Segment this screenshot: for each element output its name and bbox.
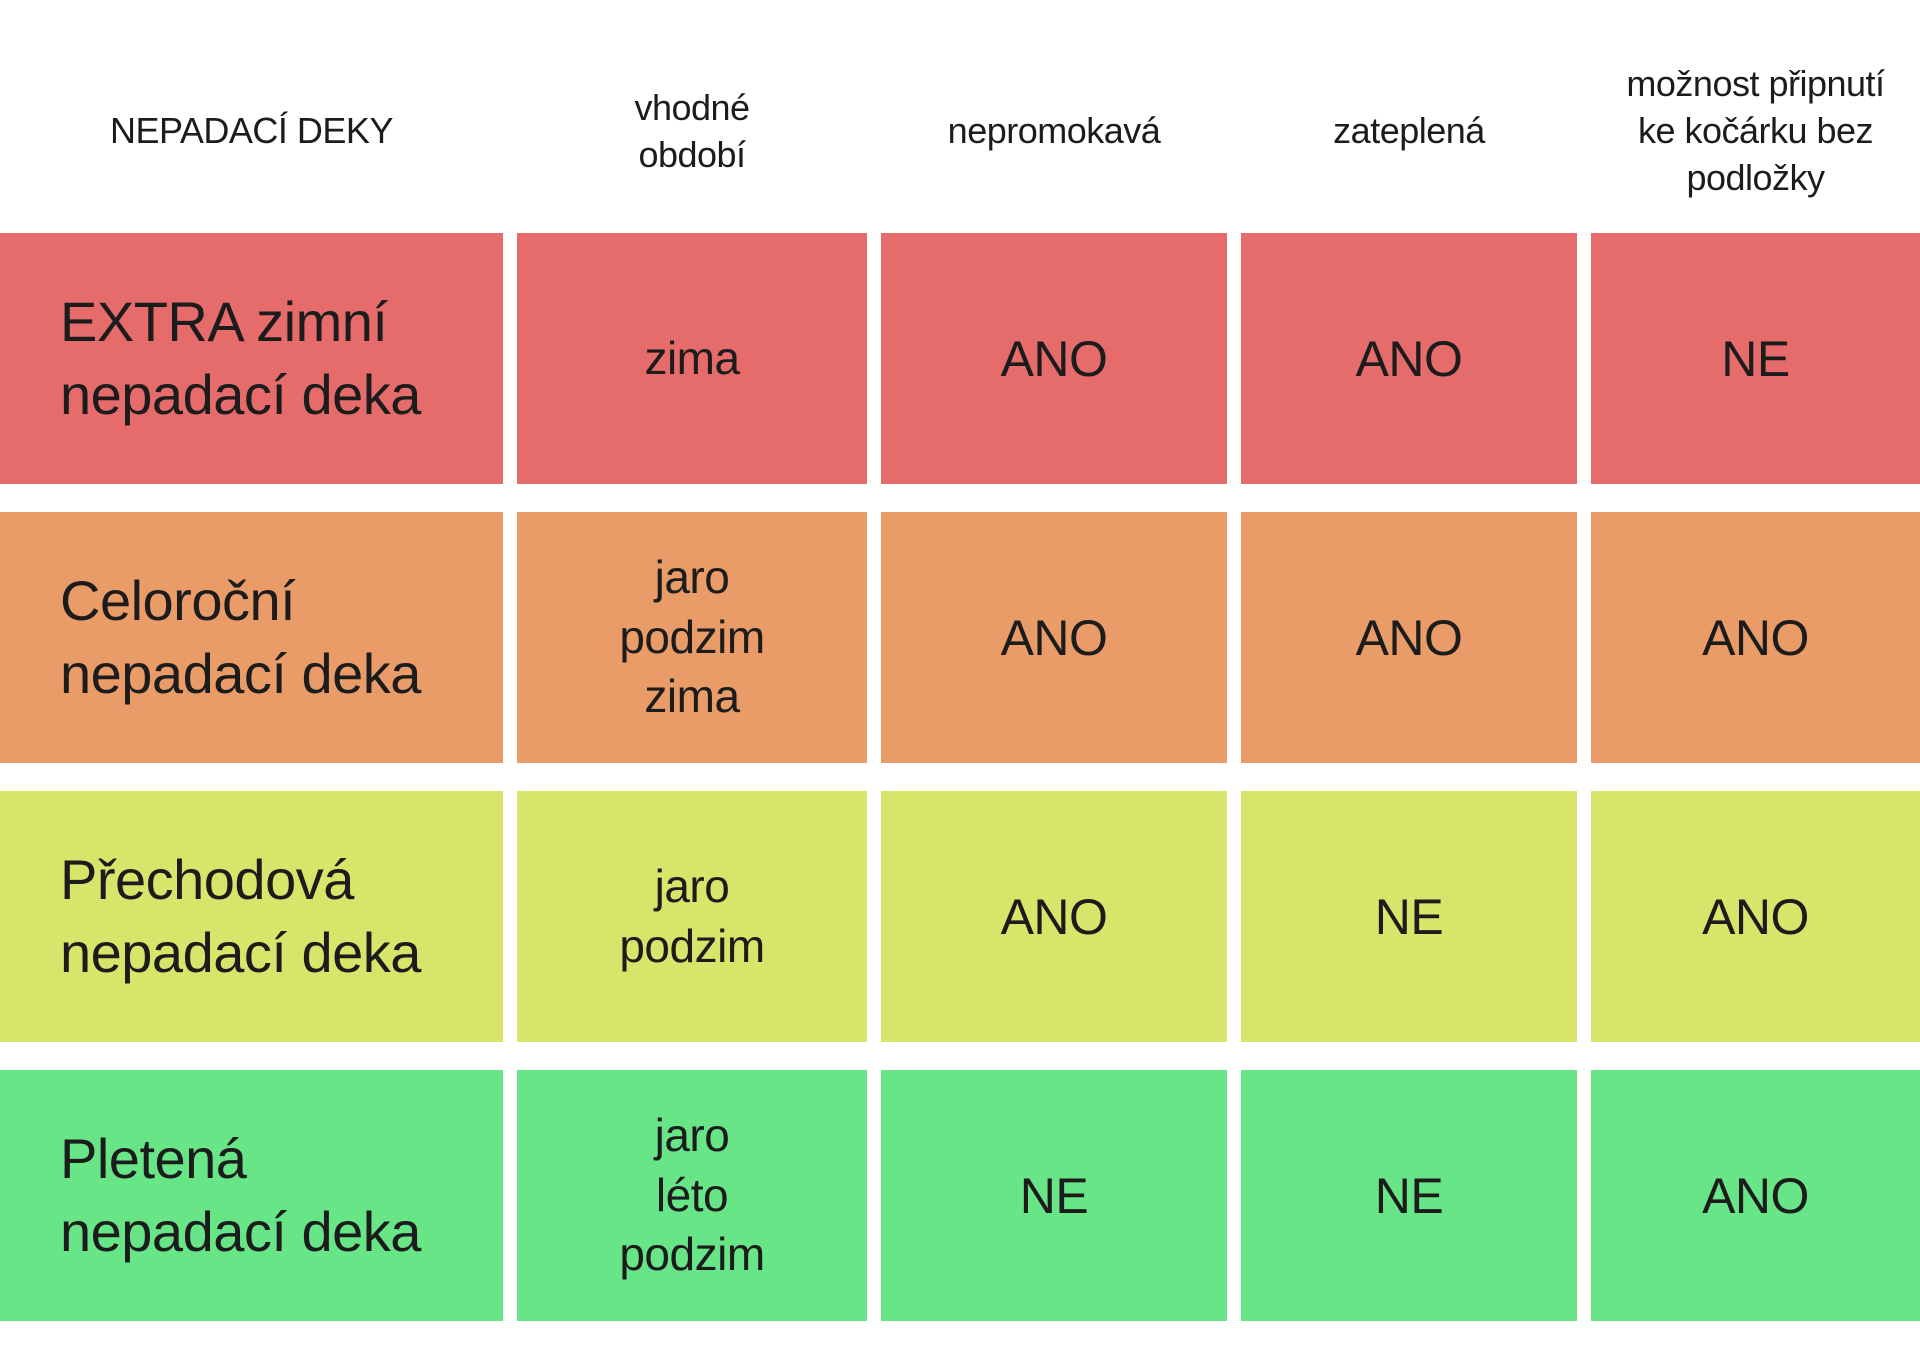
season-cell: jaro podzim: [517, 791, 867, 1042]
table-row-all-year: Celoroční nepadací deka jaro podzim zima…: [0, 512, 1920, 763]
stroller-attach-cell: ANO: [1591, 791, 1920, 1042]
table-row-transitional: Přechodová nepadací deka jaro podzim ANO…: [0, 791, 1920, 1042]
season-cell: zima: [517, 233, 867, 484]
table-row-knitted: Pletená nepadací deka jaro léto podzim N…: [0, 1070, 1920, 1321]
product-name-cell: EXTRA zimní nepadací deka: [0, 233, 503, 484]
header-stroller-attach: možnost připnutí ke kočárku bez podložky: [1626, 63, 1885, 198]
header-products: NEPADACÍ DEKY: [110, 110, 393, 152]
product-name-cell: Přechodová nepadací deka: [0, 791, 503, 1042]
stroller-attach-cell: ANO: [1591, 512, 1920, 763]
season-cell: jaro léto podzim: [517, 1070, 867, 1321]
waterproof-cell: ANO: [881, 512, 1227, 763]
stroller-attach-cell: ANO: [1591, 1070, 1920, 1321]
waterproof-cell: NE: [881, 1070, 1227, 1321]
header-season: vhodné období: [634, 86, 750, 175]
product-name-cell: Celoroční nepadací deka: [0, 512, 503, 763]
stroller-attach-cell: NE: [1591, 233, 1920, 484]
header-waterproof: nepromokavá: [947, 110, 1161, 152]
waterproof-cell: ANO: [881, 233, 1227, 484]
header-insulated: zateplená: [1333, 110, 1485, 152]
insulated-cell: ANO: [1241, 512, 1577, 763]
insulated-cell: ANO: [1241, 233, 1577, 484]
insulated-cell: NE: [1241, 791, 1577, 1042]
waterproof-cell: ANO: [881, 791, 1227, 1042]
table-row-extra-winter: EXTRA zimní nepadací deka zima ANO ANO N…: [0, 233, 1920, 484]
product-name-cell: Pletená nepadací deka: [0, 1070, 503, 1321]
table-header-row: NEPADACÍ DEKY vhodné období nepromokavá …: [0, 0, 1920, 233]
insulated-cell: NE: [1241, 1070, 1577, 1321]
season-cell: jaro podzim zima: [517, 512, 867, 763]
